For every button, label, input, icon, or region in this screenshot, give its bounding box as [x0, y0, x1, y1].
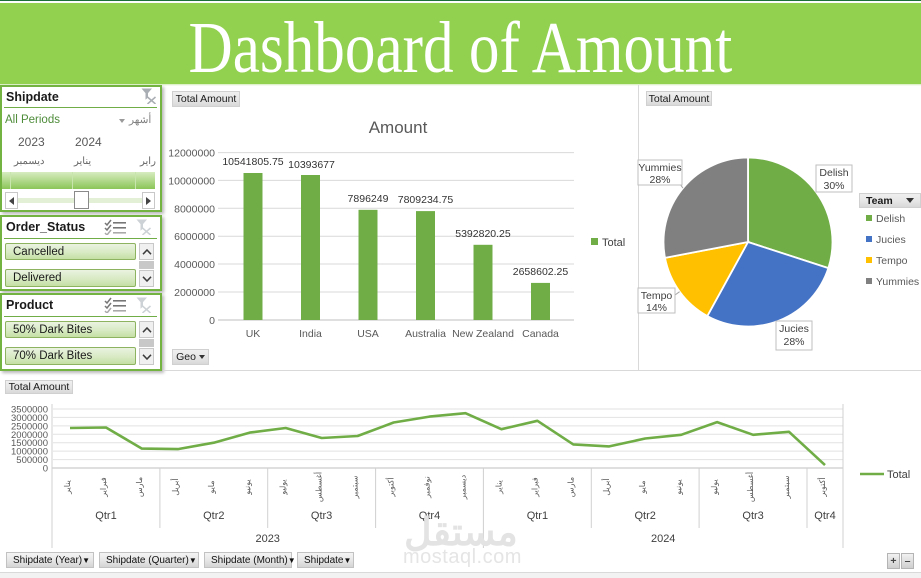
- svg-text:2024: 2024: [651, 533, 675, 545]
- svg-text:مارس: مارس: [135, 477, 144, 497]
- svg-text:500000: 500000: [16, 455, 48, 466]
- svg-text:7809234.75: 7809234.75: [398, 194, 454, 206]
- svg-text:أغسطس: أغسطس: [744, 472, 755, 502]
- svg-text:Qtr4: Qtr4: [419, 510, 440, 522]
- svg-text:30%: 30%: [823, 180, 844, 192]
- svg-text:أبريل: أبريل: [600, 478, 611, 495]
- svg-text:12000000: 12000000: [168, 148, 215, 160]
- svg-text:14%: 14%: [646, 302, 667, 314]
- svg-text:مايو: مايو: [638, 480, 647, 494]
- svg-text:أغسطس: أغسطس: [313, 472, 324, 502]
- svg-text:28%: 28%: [649, 174, 670, 186]
- svg-text:Qtr2: Qtr2: [203, 510, 224, 522]
- svg-text:Yummies: Yummies: [638, 162, 681, 174]
- svg-text:يونيو: يونيو: [243, 479, 252, 495]
- svg-text:4000000: 4000000: [174, 259, 215, 271]
- svg-text:Qtr2: Qtr2: [634, 510, 655, 522]
- svg-text:USA: USA: [357, 328, 379, 340]
- svg-text:أكتوبر: أكتوبر: [385, 477, 396, 497]
- svg-text:ديسمبر: ديسمبر: [459, 474, 468, 500]
- svg-text:2000000: 2000000: [11, 430, 48, 441]
- svg-text:UK: UK: [246, 328, 261, 340]
- svg-text:10393677: 10393677: [288, 159, 335, 171]
- svg-text:3500000: 3500000: [11, 405, 48, 416]
- svg-text:New Zealand: New Zealand: [452, 328, 514, 340]
- svg-text:0: 0: [209, 315, 215, 327]
- svg-text:Qtr3: Qtr3: [742, 510, 763, 522]
- svg-text:Qtr1: Qtr1: [95, 510, 116, 522]
- svg-text:India: India: [299, 328, 322, 340]
- svg-text:يونيو: يونيو: [674, 479, 683, 495]
- svg-text:Tempo: Tempo: [641, 290, 673, 302]
- svg-text:Qtr4: Qtr4: [814, 510, 835, 522]
- svg-text:Delish: Delish: [876, 213, 905, 225]
- svg-text:0: 0: [43, 464, 48, 475]
- svg-text:28%: 28%: [783, 336, 804, 348]
- svg-text:مارس: مارس: [566, 477, 575, 497]
- svg-text:2023: 2023: [255, 533, 279, 545]
- svg-text:يناير: يناير: [63, 480, 72, 495]
- svg-text:أكتوبر: أكتوبر: [816, 477, 827, 497]
- svg-text:5392820.25: 5392820.25: [455, 228, 511, 240]
- svg-text:3000000: 3000000: [11, 413, 48, 424]
- svg-text:1500000: 1500000: [11, 438, 48, 449]
- svg-text:Total: Total: [602, 237, 625, 249]
- svg-text:Canada: Canada: [522, 328, 559, 340]
- svg-text:7896249: 7896249: [348, 193, 389, 205]
- svg-text:10541805.75: 10541805.75: [222, 156, 283, 168]
- svg-text:6000000: 6000000: [174, 231, 215, 243]
- svg-text:Total: Total: [887, 469, 910, 481]
- svg-text:2500000: 2500000: [11, 421, 48, 432]
- svg-text:Yummies: Yummies: [876, 276, 919, 288]
- svg-text:Jucies: Jucies: [876, 234, 906, 246]
- svg-text:2000000: 2000000: [174, 287, 215, 299]
- svg-text:Qtr1: Qtr1: [527, 510, 548, 522]
- svg-text:Tempo: Tempo: [876, 255, 908, 267]
- svg-text:يوليو: يوليو: [710, 479, 719, 495]
- svg-text:Qtr3: Qtr3: [311, 510, 332, 522]
- svg-text:فبراير: فبراير: [99, 477, 108, 498]
- svg-text:أبريل: أبريل: [169, 478, 180, 495]
- svg-text:فبراير: فبراير: [530, 477, 539, 498]
- svg-text:Jucies: Jucies: [779, 323, 809, 335]
- svg-text:يوليو: يوليو: [279, 479, 288, 495]
- svg-text:2658602.25: 2658602.25: [513, 266, 569, 278]
- svg-text:مايو: مايو: [207, 480, 216, 494]
- svg-text:8000000: 8000000: [174, 203, 215, 215]
- svg-text:Delish: Delish: [819, 167, 848, 179]
- svg-text:نوفمبر: نوفمبر: [423, 476, 432, 499]
- svg-text:سبتمبر: سبتمبر: [351, 475, 360, 499]
- svg-text:سبتمبر: سبتمبر: [782, 475, 791, 499]
- svg-text:يناير: يناير: [494, 480, 503, 495]
- svg-text:10000000: 10000000: [168, 175, 215, 187]
- svg-text:1000000: 1000000: [11, 447, 48, 458]
- svg-text:Australia: Australia: [405, 328, 446, 340]
